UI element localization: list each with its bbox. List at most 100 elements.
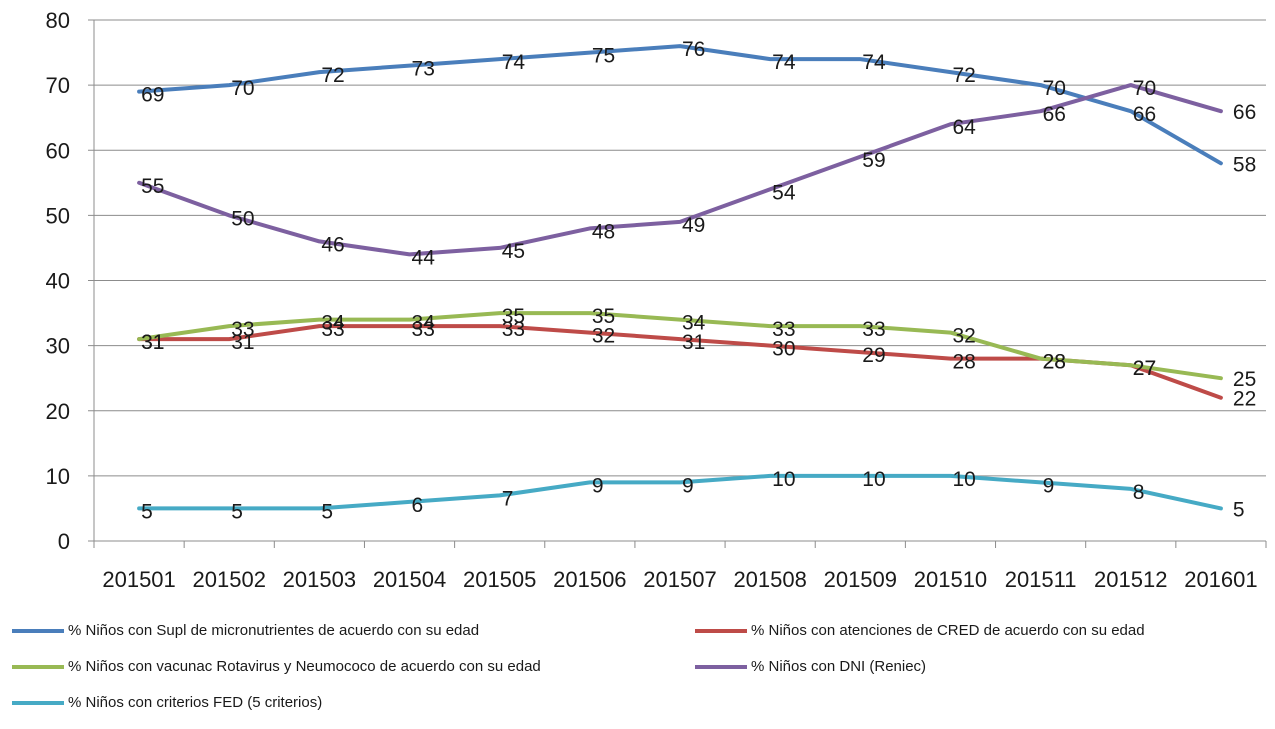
data-label: 31 [141,331,164,354]
series-line-1 [137,44,1223,166]
data-label: 8 [1133,481,1145,504]
data-label: 48 [592,220,615,243]
data-label: 28 [1043,351,1066,374]
data-label: 54 [772,181,796,204]
x-tick-label: 201503 [283,567,356,592]
data-label: 33 [231,318,254,341]
data-label: 64 [952,116,976,139]
x-tick-label: 201501 [102,567,175,592]
data-label: 32 [592,325,615,348]
gridlines [94,19,1266,477]
data-label: 33 [772,318,795,341]
data-label: 66 [1043,103,1066,126]
data-label: 35 [592,305,615,328]
data-label: 46 [321,233,344,256]
legend-label: % Niños con vacunac Rotavirus y Neumococ… [68,658,541,675]
data-label: 74 [772,51,796,74]
legend-swatch [12,700,64,705]
data-label: 33 [412,318,435,341]
series-lines [137,44,1223,511]
data-label: 5 [141,500,153,523]
data-label: 70 [1133,77,1156,100]
data-label: 9 [682,474,694,497]
y-tick-label: 10 [46,464,70,489]
y-tick-label: 50 [46,203,70,228]
legend-swatch [695,628,747,633]
data-label: 70 [231,77,254,100]
data-label: 74 [862,51,886,74]
data-label: 44 [412,246,436,269]
data-label: 33 [502,318,525,341]
data-label: 27 [1133,357,1156,380]
data-label: 25 [1233,368,1256,391]
data-label: 35 [502,305,525,328]
data-label: 9 [1043,474,1055,497]
x-tick-label: 201507 [643,567,716,592]
legend-swatch [695,664,747,669]
data-label: 27 [1133,357,1156,380]
legend-label: % Niños con Supl de micronutrientes de a… [68,622,480,639]
y-tick-label: 20 [46,399,70,424]
data-label: 72 [321,64,344,87]
line-chart: 0 10 20 30 40 50 60 70 80 201501 201502 201503 2015… [46,8,1267,592]
data-label: 58 [1233,153,1256,176]
data-label: 31 [141,331,164,354]
data-label: 6 [412,494,424,517]
data-label: 75 [592,45,615,68]
data-label: 34 [321,312,345,335]
x-tick-label: 201511 [1005,567,1077,592]
data-label: 28 [952,351,975,374]
y-tick-label: 0 [58,529,70,554]
legend-swatch [12,664,64,669]
data-label: 72 [952,64,975,87]
x-tick-label: 201508 [733,567,806,592]
legend-item: % Niños con DNI (Reniec) [695,658,926,675]
legend-label: % Niños con DNI (Reniec) [751,658,927,675]
data-label: 59 [862,149,885,172]
data-label: 22 [1233,388,1256,411]
data-label: 9 [592,474,604,497]
data-label: 10 [862,468,885,491]
data-label: 10 [952,468,975,491]
y-tick-label: 80 [46,8,70,33]
data-label: 31 [682,331,705,354]
data-label: 32 [952,325,975,348]
y-tick-label: 60 [46,138,70,163]
data-label: 28 [1043,351,1066,374]
x-tick-label: 201510 [914,567,987,592]
x-tick-label: 201504 [373,567,446,592]
legend-swatch [12,628,64,633]
data-label: 45 [502,240,525,263]
data-label: 70 [1043,77,1066,100]
data-label: 49 [682,214,705,237]
data-label: 55 [141,175,164,198]
y-tick-label: 70 [46,73,70,98]
data-label: 7 [502,487,514,510]
y-tick-label: 40 [46,269,70,294]
x-tick-label: 201506 [553,567,626,592]
y-axis-ticks: 0 10 20 30 40 50 60 70 80 [46,8,70,554]
x-axis-ticks: 201501 201502 201503 201504 201505 201506 2015… [102,567,1257,592]
data-label: 34 [682,312,706,335]
data-label: 5 [321,500,333,523]
x-tick-label: 201509 [824,567,897,592]
data-label: 5 [231,500,243,523]
legend-item: % Niños con criterios FED (5 criterios) [12,694,322,711]
y-tick-label: 30 [46,334,70,359]
data-label: 30 [772,338,795,361]
data-label: 33 [321,318,344,341]
legend-item: % Niños con atenciones de CRED de acuerd… [695,622,1145,639]
data-label: 73 [412,58,435,81]
series-line-3 [137,311,1223,381]
data-label: 33 [862,318,885,341]
x-tick-label: 201601 [1184,567,1257,592]
x-tick-label: 201502 [193,567,266,592]
legend-label: % Niños con atenciones de CRED de acuerd… [751,622,1145,639]
series-line-5 [137,473,1223,511]
data-label: 31 [231,331,254,354]
data-label: 74 [502,51,526,74]
legend-label: % Niños con criterios FED (5 criterios) [68,694,323,711]
series-line-4 [137,83,1223,257]
data-label: 10 [772,468,795,491]
